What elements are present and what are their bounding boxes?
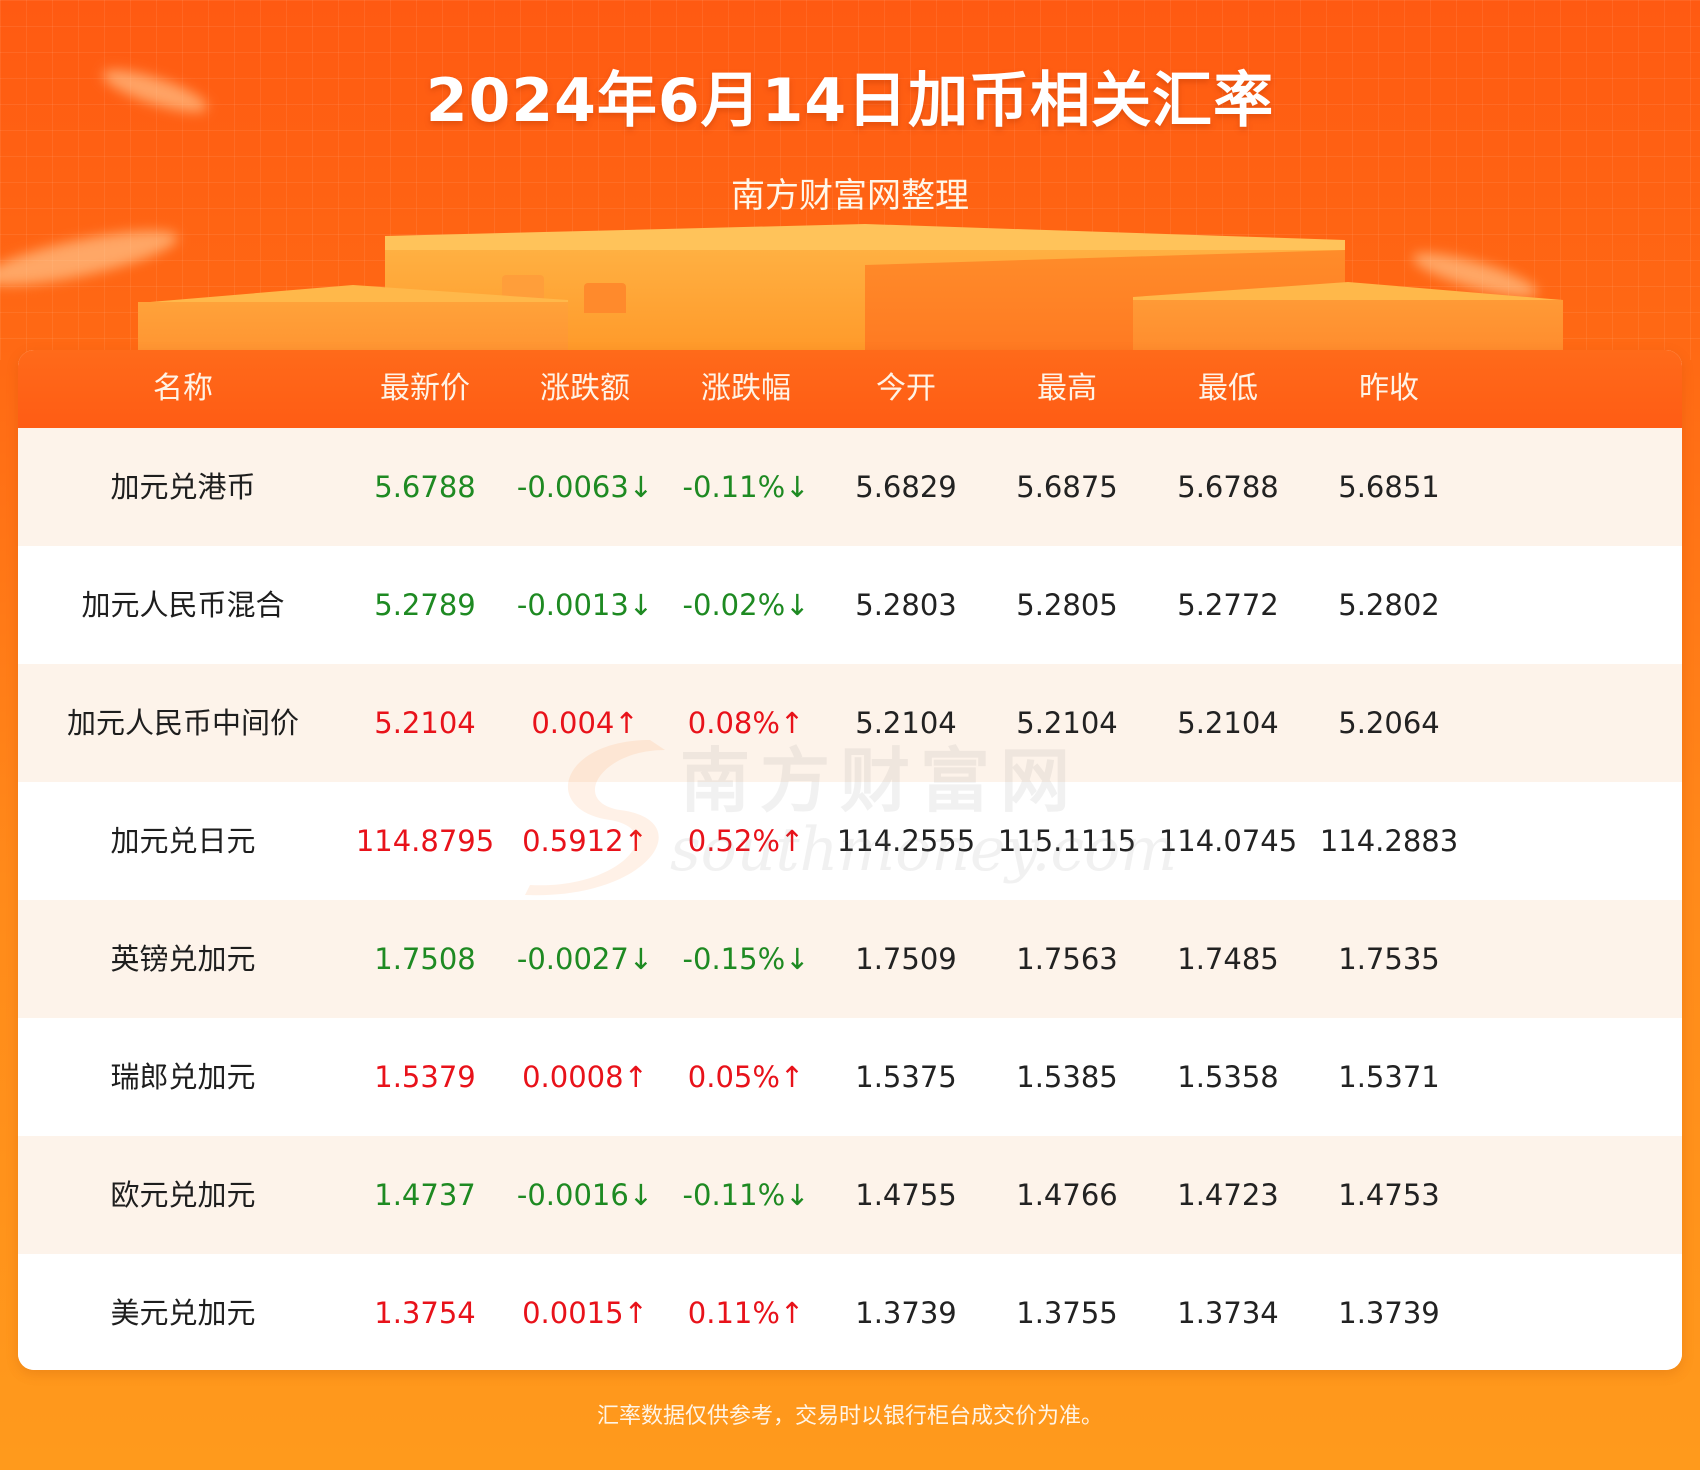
column-header-change-pct: 涨跌幅: [701, 371, 791, 406]
open-price: 5.6829: [855, 470, 957, 504]
open-price: 114.2555: [836, 824, 976, 858]
open-price: 5.2803: [855, 588, 957, 622]
change-amount: 0.0015↑: [522, 1296, 648, 1330]
latest-price: 1.7508: [374, 942, 476, 976]
high-price: 5.6875: [1016, 470, 1118, 504]
prev-close-price: 5.6851: [1338, 470, 1440, 504]
open-price: 1.3739: [855, 1296, 957, 1330]
high-price: 115.1115: [997, 824, 1137, 858]
latest-price: 5.2789: [374, 588, 476, 622]
change-amount: -0.0013↓: [516, 588, 654, 622]
table-row: 欧元兑加元 1.4737 -0.0016↓ -0.11%↓ 1.4755 1.4766 1.…: [18, 1136, 1682, 1254]
prev-close-price: 1.5371: [1338, 1060, 1440, 1094]
high-price: 1.4766: [1016, 1178, 1118, 1212]
table-row: 美元兑加元 1.3754 0.0015↑ 0.11%↑ 1.3739 1.3755 1.37…: [18, 1254, 1682, 1370]
footer-note: 汇率数据仅供参考，交易时以银行柜台成交价为准。: [596, 1404, 1103, 1429]
currency-name: 加元兑日元: [110, 824, 256, 858]
change-percent: -0.11%↓: [682, 470, 810, 504]
low-price: 1.7485: [1177, 942, 1279, 976]
currency-name: 美元兑加元: [110, 1296, 256, 1330]
change-percent: -0.02%↓: [682, 588, 810, 622]
column-header-low: 最低: [1198, 371, 1258, 406]
low-price: 1.4723: [1177, 1178, 1279, 1212]
low-price: 1.5358: [1177, 1060, 1279, 1094]
change-percent: -0.11%↓: [682, 1178, 810, 1212]
prev-close-price: 5.2064: [1338, 706, 1440, 740]
stage-decoration: [584, 283, 626, 313]
column-header-open: 今开: [876, 371, 936, 406]
low-price: 5.6788: [1177, 470, 1279, 504]
currency-name: 英镑兑加元: [110, 942, 256, 976]
high-price: 1.3755: [1016, 1296, 1118, 1330]
change-percent: 0.11%↑: [687, 1296, 805, 1330]
currency-name: 瑞郎兑加元: [110, 1060, 256, 1094]
high-price: 5.2104: [1016, 706, 1118, 740]
prev-close-price: 1.7535: [1338, 942, 1440, 976]
change-amount: -0.0027↓: [516, 942, 654, 976]
column-header-latest: 最新价: [380, 371, 470, 406]
high-price: 1.7563: [1016, 942, 1118, 976]
latest-price: 114.8795: [355, 824, 495, 858]
column-header-high: 最高: [1037, 371, 1097, 406]
table-row: 加元人民币中间价 5.2104 0.004↑ 0.08%↑ 5.2104 5.2104 5.…: [18, 664, 1682, 782]
latest-price: 1.5379: [374, 1060, 476, 1094]
open-price: 1.4755: [855, 1178, 957, 1212]
prev-close-price: 114.2883: [1319, 824, 1459, 858]
currency-name: 欧元兑加元: [110, 1178, 256, 1212]
latest-price: 1.3754: [374, 1296, 476, 1330]
low-price: 5.2772: [1177, 588, 1279, 622]
low-price: 5.2104: [1177, 706, 1279, 740]
change-amount: -0.0063↓: [516, 470, 654, 504]
latest-price: 5.6788: [374, 470, 476, 504]
low-price: 114.0745: [1158, 824, 1298, 858]
open-price: 1.5375: [855, 1060, 957, 1094]
prev-close-price: 1.4753: [1338, 1178, 1440, 1212]
currency-name: 加元兑港币: [110, 470, 256, 504]
latest-price: 1.4737: [374, 1178, 476, 1212]
change-percent: 0.08%↑: [687, 706, 805, 740]
change-percent: 0.05%↑: [687, 1060, 805, 1094]
currency-name: 加元人民币混合: [81, 588, 285, 622]
open-price: 5.2104: [855, 706, 957, 740]
change-amount: 0.0008↑: [522, 1060, 648, 1094]
prev-close-price: 1.3739: [1338, 1296, 1440, 1330]
table-row: 加元人民币混合 5.2789 -0.0013↓ -0.02%↓ 5.2803 5.2805…: [18, 546, 1682, 664]
table-header: 名称 最新价 涨跌额 涨跌幅 今开 最高 最低 昨收: [18, 350, 1682, 428]
low-price: 1.3734: [1177, 1296, 1279, 1330]
latest-price: 5.2104: [374, 706, 476, 740]
change-percent: -0.15%↓: [682, 942, 810, 976]
column-header-prev-close: 昨收: [1359, 371, 1419, 406]
change-amount: 0.5912↑: [522, 824, 648, 858]
table-row: 加元兑日元 114.8795 0.5912↑ 0.52%↑ 114.2555 115.11…: [18, 782, 1682, 900]
page-subtitle: 南方财富网整理: [731, 176, 969, 216]
column-header-name: 名称: [153, 371, 213, 406]
currency-name: 加元人民币中间价: [66, 706, 299, 740]
table-row: 加元兑港币 5.6788 -0.0063↓ -0.11%↓ 5.6829 5.6875 5.…: [18, 428, 1682, 546]
column-header-change: 涨跌额: [540, 371, 630, 406]
high-price: 5.2805: [1016, 588, 1118, 622]
exchange-rate-table: 名称 最新价 涨跌额 涨跌幅 今开 最高 最低 昨收 加元兑港币 5.6788 -0.0063↓ -…: [18, 350, 1682, 1370]
table-row: 瑞郎兑加元 1.5379 0.0008↑ 0.05%↑ 1.5375 1.5385 1.53…: [18, 1018, 1682, 1136]
prev-close-price: 5.2802: [1338, 588, 1440, 622]
change-amount: 0.004↑: [531, 706, 639, 740]
open-price: 1.7509: [855, 942, 957, 976]
table-row: 英镑兑加元 1.7508 -0.0027↓ -0.15%↓ 1.7509 1.7563 1.…: [18, 900, 1682, 1018]
change-percent: 0.52%↑: [687, 824, 805, 858]
page-title: 2024年6月14日加币相关汇率: [425, 66, 1275, 136]
high-price: 1.5385: [1016, 1060, 1118, 1094]
change-amount: -0.0016↓: [516, 1178, 654, 1212]
